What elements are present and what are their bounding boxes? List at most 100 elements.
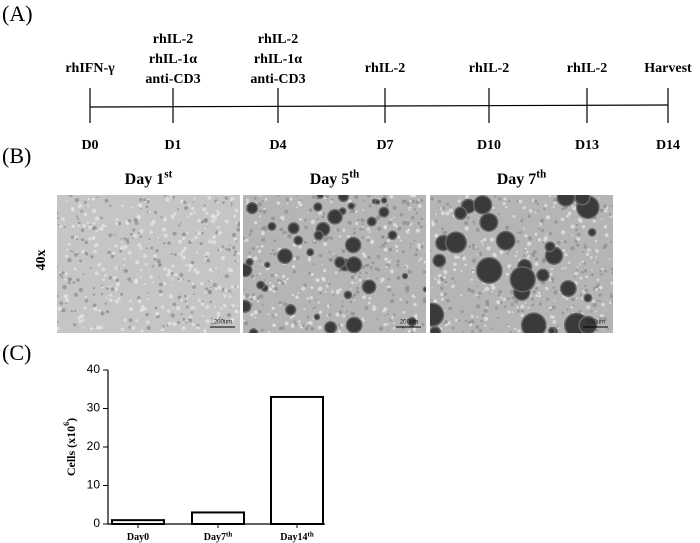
- cell: [276, 201, 281, 205]
- cell: [193, 268, 197, 272]
- cell: [585, 275, 589, 278]
- cell: [610, 205, 613, 207]
- cell: [476, 247, 479, 251]
- cell: [537, 238, 542, 242]
- cell: [192, 285, 196, 289]
- cell: [228, 244, 231, 247]
- cell: [570, 305, 574, 309]
- cell: [90, 255, 94, 259]
- cell: [385, 203, 390, 208]
- cell: [272, 323, 276, 328]
- cell: [350, 281, 355, 285]
- cell: [98, 227, 102, 231]
- cell: [92, 221, 96, 225]
- cell: [123, 318, 127, 322]
- cell: [245, 238, 249, 242]
- cell: [334, 255, 338, 258]
- cell: [544, 286, 549, 291]
- cell: [149, 275, 153, 279]
- cell: [561, 207, 565, 211]
- cell: [67, 257, 72, 263]
- treatment-label: rhIL-2: [469, 61, 509, 76]
- cell: [375, 277, 378, 280]
- cell: [382, 309, 386, 313]
- cell: [498, 289, 503, 294]
- cell: [475, 325, 480, 329]
- cell: [570, 224, 575, 229]
- cell: [295, 255, 300, 261]
- cell: [253, 197, 257, 200]
- cell: [224, 195, 229, 200]
- cell: [526, 250, 529, 254]
- cell: [550, 267, 554, 271]
- cell: [92, 286, 96, 290]
- x-tick-label-main: Day7: [204, 532, 226, 543]
- cell: [454, 280, 457, 283]
- cell: [261, 237, 266, 242]
- x-tick-label: Day0: [127, 532, 149, 543]
- cell: [233, 253, 236, 257]
- cell: [227, 247, 231, 252]
- cell: [256, 296, 260, 300]
- x-tick-label-sup: th: [308, 530, 314, 538]
- cell: [544, 195, 547, 196]
- cell: [177, 321, 181, 325]
- cell: [109, 293, 113, 297]
- cell: [399, 212, 404, 217]
- cell: [500, 301, 503, 305]
- cell: [335, 312, 340, 317]
- cell: [544, 203, 548, 208]
- cell: [297, 200, 302, 205]
- cell: [513, 327, 517, 331]
- cell: [57, 266, 58, 268]
- cell: [463, 220, 469, 226]
- day-label: D10: [477, 138, 501, 153]
- cell: [258, 209, 262, 213]
- cell: [132, 228, 136, 232]
- cell: [507, 323, 509, 326]
- cell: [77, 261, 80, 264]
- cell: [76, 278, 80, 282]
- cell: [170, 214, 175, 219]
- cell: [291, 325, 294, 328]
- cell: [140, 268, 143, 272]
- cell: [146, 325, 151, 330]
- cell: [223, 294, 227, 298]
- cell: [405, 288, 410, 293]
- cell: [379, 246, 382, 249]
- cell: [405, 221, 410, 226]
- cell: [592, 299, 596, 303]
- cell: [312, 263, 315, 266]
- cell: [414, 252, 418, 257]
- cell: [581, 271, 585, 274]
- cell: [69, 278, 72, 281]
- cell: [253, 256, 258, 261]
- cell: [81, 238, 85, 242]
- cell: [206, 228, 208, 231]
- cluster: [246, 201, 259, 215]
- cell: [95, 325, 100, 330]
- cell: [210, 317, 213, 320]
- cell: [214, 267, 217, 270]
- cell: [178, 239, 183, 244]
- cell: [232, 246, 236, 250]
- cell: [206, 258, 211, 263]
- cell: [431, 220, 435, 224]
- cell: [333, 253, 336, 255]
- y-tick-label: 20: [87, 439, 101, 453]
- cell: [480, 240, 484, 243]
- cell: [600, 218, 603, 221]
- cell: [263, 207, 266, 211]
- cell: [383, 241, 388, 245]
- cell: [140, 329, 144, 333]
- cell: [308, 320, 313, 325]
- cell: [540, 220, 543, 223]
- cell: [336, 290, 340, 295]
- cell: [567, 261, 571, 265]
- cell: [387, 287, 392, 292]
- cluster: [293, 235, 304, 246]
- cell: [257, 249, 262, 254]
- cell: [380, 280, 383, 283]
- cell: [387, 220, 392, 225]
- cell: [385, 265, 388, 268]
